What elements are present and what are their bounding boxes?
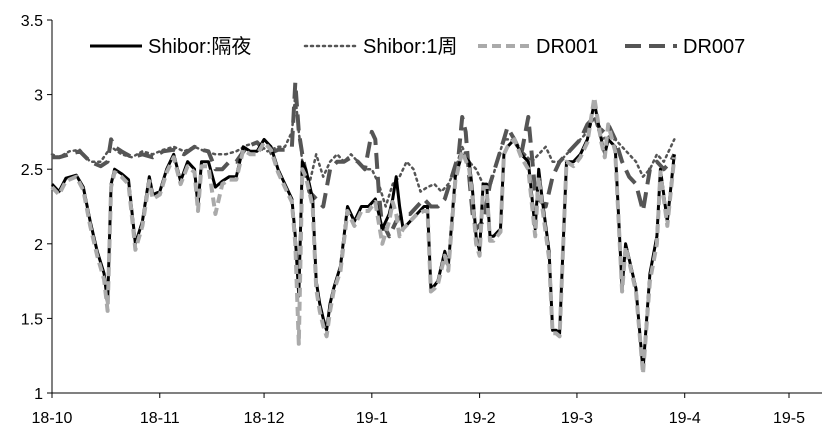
legend: Shibor:隔夜 Shibor:1周 DR001 DR007 bbox=[90, 35, 745, 58]
x-tick-label: 19-3 bbox=[561, 410, 593, 427]
x-tick-label: 19-5 bbox=[773, 410, 805, 427]
x-tick-label: 19-2 bbox=[464, 410, 496, 427]
series-line-3 bbox=[52, 80, 677, 239]
y-tick-label: 2.5 bbox=[21, 162, 43, 179]
series-lines bbox=[50, 80, 677, 376]
x-tick-label: 18-11 bbox=[140, 410, 180, 427]
y-tick-label: 1.5 bbox=[21, 311, 43, 328]
x-tick-label: 18-10 bbox=[32, 410, 73, 427]
x-axis-ticks: 18-10 18-11 18-12 19-1 19-2 19-3 19-4 19-5 bbox=[32, 393, 805, 427]
legend-label-2: DR001 bbox=[536, 36, 598, 58]
x-tick-label: 19-1 bbox=[356, 410, 388, 427]
y-tick-label: 3.5 bbox=[21, 13, 43, 30]
x-tick-label: 18-12 bbox=[244, 410, 285, 427]
series-line-0 bbox=[50, 100, 676, 373]
x-tick-label: 19-4 bbox=[669, 410, 701, 427]
legend-label-0: Shibor:隔夜 bbox=[148, 35, 251, 58]
plot-area: 1 1.5 2 2.5 3 3.5 18-10 18-11 18-12 19-1 19-2 19-3… bbox=[21, 13, 822, 427]
series-line-2 bbox=[50, 95, 677, 376]
y-tick-label: 1 bbox=[34, 386, 43, 403]
y-axis-ticks: 1 1.5 2 2.5 3 3.5 bbox=[21, 13, 52, 403]
legend-label-3: DR007 bbox=[683, 36, 745, 58]
y-tick-label: 2 bbox=[34, 237, 43, 254]
y-tick-label: 3 bbox=[34, 88, 43, 105]
legend-label-1: Shibor:1周 bbox=[363, 36, 458, 58]
